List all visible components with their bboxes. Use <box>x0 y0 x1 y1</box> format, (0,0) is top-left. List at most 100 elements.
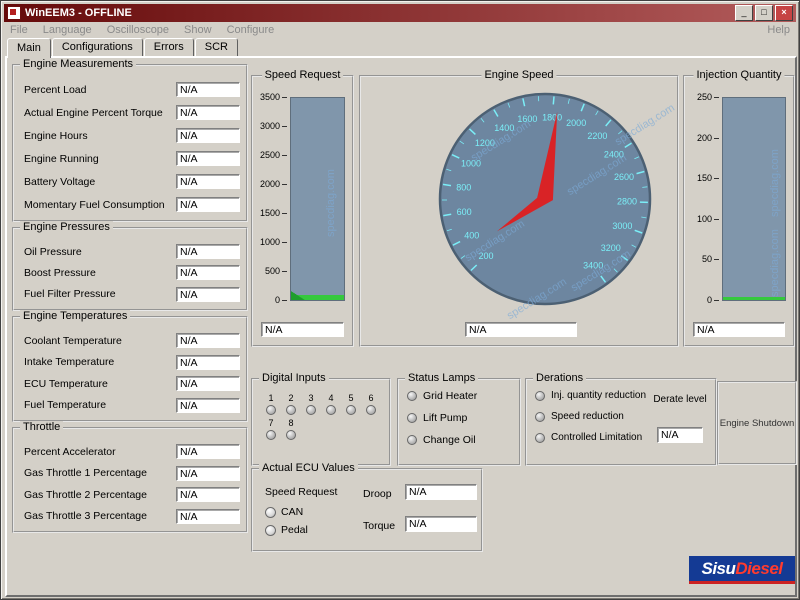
digital-inputs-title: Digital Inputs <box>259 372 329 384</box>
digital-input-lamp <box>286 430 296 440</box>
measurement-label: Percent Load <box>24 83 87 96</box>
pedal-radio-label: Pedal <box>281 524 308 536</box>
dial-tick <box>446 228 452 232</box>
deration-lamp <box>535 411 545 422</box>
menu-item-show[interactable]: Show <box>184 23 212 36</box>
injection-quantity-bar-area: 250 200 150 100 50 0 <box>689 93 786 304</box>
measurement-label: Engine Running <box>24 152 99 165</box>
main-tab-page: Engine Measurements Percent Load N/A Actual… <box>5 56 797 597</box>
status-lamp <box>407 413 417 423</box>
digital-input-number: 6 <box>368 393 374 403</box>
tab-configurations[interactable]: Configurations <box>51 38 143 56</box>
measurement-label: Engine Hours <box>24 129 88 142</box>
tab-scr[interactable]: SCR <box>194 38 238 56</box>
window-controls: _ □ × <box>735 5 793 21</box>
injection-quantity-title: Injection Quantity <box>693 69 785 81</box>
dial-tick <box>507 102 511 108</box>
measurement-row: Fuel Filter Pressure N/A <box>20 284 240 305</box>
menu-item-help[interactable]: Help <box>767 23 790 36</box>
dial-label: 1200 <box>475 138 495 148</box>
measurement-value: N/A <box>176 174 240 189</box>
group-title: Engine Temperatures <box>20 310 131 322</box>
group-throttle: Throttle Percent Accelerator N/A Gas Thrott… <box>12 421 248 533</box>
dial-tick <box>468 128 476 135</box>
digital-input-number: 8 <box>288 418 294 428</box>
measurement-row: Coolant Temperature N/A <box>20 330 240 352</box>
speed-request-source-label: Speed Request <box>265 486 338 498</box>
dial-label: 600 <box>457 207 472 217</box>
left-column: Engine Measurements Percent Load N/A Actual… <box>12 58 248 538</box>
gauge-tick-label: 1000 <box>260 238 288 247</box>
measurement-label: Battery Voltage <box>24 175 96 188</box>
deration-lamp <box>535 390 545 401</box>
status-lamp-row: Lift Pump <box>407 412 519 424</box>
dial-tick <box>442 183 452 187</box>
dial-label: 1600 <box>517 114 537 124</box>
menu-item-language[interactable]: Language <box>42 23 92 36</box>
gauge-tick-label: 2500 <box>260 151 288 160</box>
injection-green-zone <box>723 297 785 300</box>
injection-quantity-bar <box>722 97 786 301</box>
minimize-button[interactable]: _ <box>735 5 753 21</box>
status-lamp-label: Grid Heater <box>423 390 478 402</box>
measurement-label: Gas Throttle 1 Percentage <box>24 467 147 480</box>
status-lamp-rows: Grid Heater Lift Pump Change Oil <box>399 390 519 446</box>
status-lamp-row: Grid Heater <box>407 390 519 402</box>
gauge-tick-label: 3000 <box>260 122 288 131</box>
logo-diesel: Diesel <box>735 558 783 578</box>
pedal-radio-row[interactable]: Pedal <box>265 524 308 536</box>
dial-tick <box>634 229 643 234</box>
status-lamp <box>407 435 417 445</box>
close-button[interactable]: × <box>775 5 793 21</box>
menu-item-oscilloscope[interactable]: Oscilloscope <box>106 23 170 36</box>
group-engine-measurements: Engine Measurements Percent Load N/A Actual… <box>12 58 248 222</box>
gauge-tick-label: 50 <box>702 255 720 264</box>
digital-inputs-row-1: 1 2 3 4 5 6 <box>261 393 389 415</box>
deration-label: Speed reduction <box>551 411 624 422</box>
measurement-label: Gas Throttle 3 Percentage <box>24 510 147 523</box>
digital-input-lamp <box>326 405 336 415</box>
gauge-tick-label: 3500 <box>260 93 288 102</box>
menu-item-file[interactable]: File <box>10 23 28 36</box>
dial-tick <box>493 109 499 117</box>
speed-request-bar-area: 3500 3000 2500 2000 1500 1000 500 0 <box>257 93 345 305</box>
measurement-row: Boost Pressure N/A <box>20 262 240 283</box>
maximize-button[interactable]: □ <box>755 5 773 21</box>
menu-item-configure[interactable]: Configure <box>226 23 275 36</box>
actual-ecu-values-group: Actual ECU Values Speed Request CAN Peda… <box>251 462 483 552</box>
measurement-value: N/A <box>176 105 240 120</box>
tab-main[interactable]: Main <box>7 38 51 58</box>
dial-tick <box>634 156 640 160</box>
can-radio-row[interactable]: CAN <box>265 506 303 518</box>
speed-request-value: N/A <box>261 322 344 337</box>
digital-input-number: 4 <box>328 393 334 403</box>
measurement-label: ECU Temperature <box>24 377 108 390</box>
pedal-radio[interactable] <box>265 524 276 536</box>
group-title: Engine Pressures <box>20 221 113 233</box>
digital-input-2: 2 <box>281 393 301 415</box>
digital-input-lamp <box>266 430 276 440</box>
can-radio[interactable] <box>265 506 276 518</box>
dial-label: 2200 <box>587 131 607 141</box>
speed-request-green-zone <box>291 295 344 300</box>
speed-request-green-wedge <box>291 291 305 300</box>
measurement-value: N/A <box>176 244 240 260</box>
injection-scale: 250 200 150 100 50 0 <box>689 93 720 305</box>
measurement-label: Actual Engine Percent Torque <box>24 106 163 119</box>
gauge-tick-label: 1500 <box>260 209 288 218</box>
measurement-value: N/A <box>176 465 240 481</box>
dial-tick <box>552 96 555 105</box>
measurement-label: Fuel Filter Pressure <box>24 288 116 301</box>
logo-sisu: Sisu <box>701 558 736 578</box>
app-icon <box>7 6 21 20</box>
speed-request-title: Speed Request <box>261 69 344 81</box>
status-lamps-title: Status Lamps <box>405 372 479 384</box>
measurement-value: N/A <box>176 128 240 143</box>
dial-label: 3000 <box>612 221 632 231</box>
tab-errors[interactable]: Errors <box>143 38 194 56</box>
dial-tick <box>580 103 585 112</box>
measurement-row: Intake Temperature N/A <box>20 352 240 374</box>
dial-label: 3400 <box>583 260 603 270</box>
status-lamp-label: Change Oil <box>423 434 476 446</box>
